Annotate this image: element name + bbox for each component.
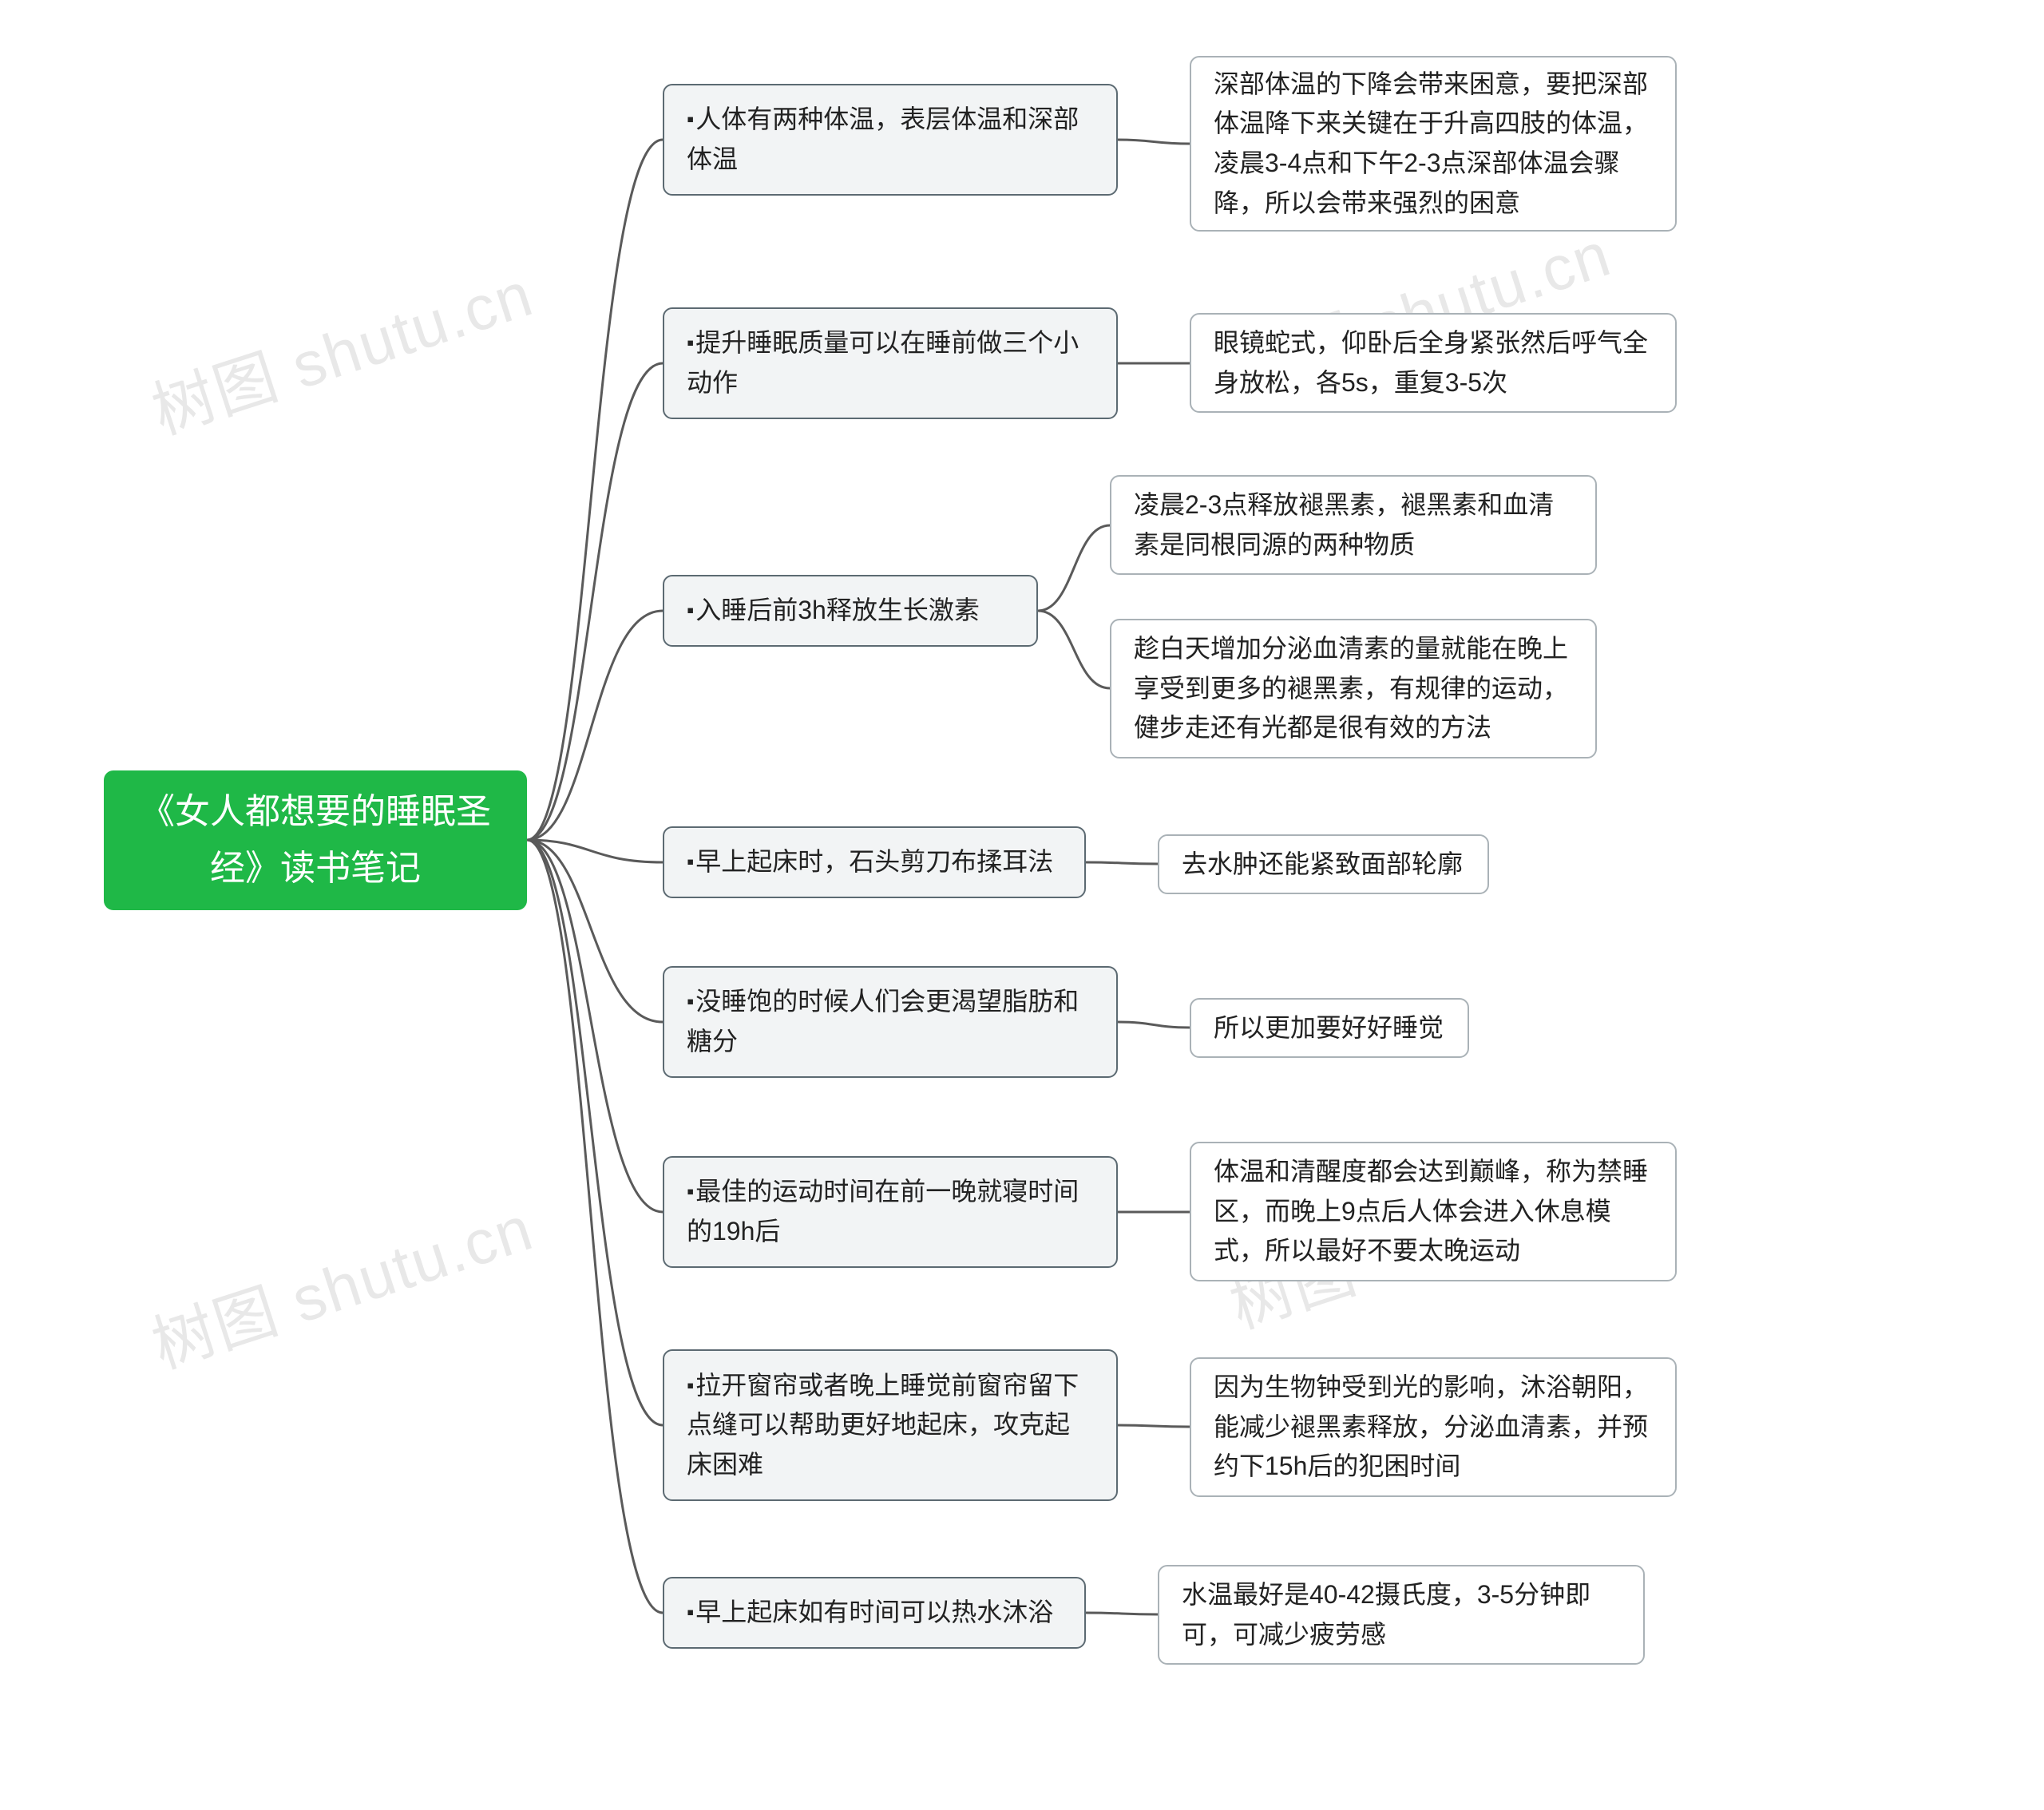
leaf-label: 水温最好是40-42摄氏度，3-5分钟即可，可减少疲劳感 [1182,1575,1621,1654]
root-node[interactable]: 《女人都想要的睡眠圣经》读书笔记 [104,770,527,910]
leaf-label: 眼镜蛇式，仰卧后全身紧张然后呼气全身放松，各5s，重复3-5次 [1214,323,1653,402]
branch-body-temperature[interactable]: ▪人体有两种体温，表层体温和深部体温 [663,84,1118,196]
branch-sleep-quality[interactable]: ▪提升睡眠质量可以在睡前做三个小动作 [663,307,1118,419]
branch-exercise-timing[interactable]: ▪最佳的运动时间在前一晚就寝时间的19h后 [663,1156,1118,1268]
watermark: 树图 shutu.cn [140,1178,543,1385]
leaf-label: 深部体温的下降会带来困意，要把深部体温降下来关键在于升高四肢的体温，凌晨3-4点… [1214,65,1653,223]
watermark: 树图 shutu.cn [140,244,543,451]
leaf-morning-light[interactable]: 因为生物钟受到光的影响，沐浴朝阳，能减少褪黑素释放，分泌血清素，并预约下15h后… [1190,1357,1677,1497]
leaf-forbidden-zone[interactable]: 体温和清醒度都会达到巅峰，称为禁睡区，而晚上9点后人体会进入休息模式，所以最好不… [1190,1142,1677,1281]
leaf-label: 去水肿还能紧致面部轮廓 [1182,845,1463,885]
leaf-label: 因为生物钟受到光的影响，沐浴朝阳，能减少褪黑素释放，分泌血清素，并预约下15h后… [1214,1368,1653,1487]
branch-label: ▪最佳的运动时间在前一晚就寝时间的19h后 [687,1172,1094,1251]
leaf-serotonin-daytime[interactable]: 趁白天增加分泌血清素的量就能在晚上享受到更多的褪黑素，有规律的运动，健步走还有光… [1110,619,1597,758]
leaf-face-contour[interactable]: 去水肿还能紧致面部轮廓 [1158,834,1489,894]
branch-label: ▪早上起床如有时间可以热水沐浴 [687,1593,1053,1633]
branch-label: ▪早上起床时，石头剪刀布揉耳法 [687,842,1053,882]
branch-ear-massage[interactable]: ▪早上起床时，石头剪刀布揉耳法 [663,826,1086,898]
branch-curtain-light[interactable]: ▪拉开窗帘或者晚上睡觉前窗帘留下点缝可以帮助更好地起床，攻克起床困难 [663,1349,1118,1501]
branch-growth-hormone[interactable]: ▪入睡后前3h释放生长激素 [663,575,1038,647]
leaf-cobra-pose[interactable]: 眼镜蛇式，仰卧后全身紧张然后呼气全身放松，各5s，重复3-5次 [1190,313,1677,413]
leaf-label: 凌晨2-3点释放褪黑素，褪黑素和血清素是同根同源的两种物质 [1134,485,1573,564]
leaf-body-temp-detail[interactable]: 深部体温的下降会带来困意，要把深部体温降下来关键在于升高四肢的体温，凌晨3-4点… [1190,56,1677,232]
leaf-melatonin[interactable]: 凌晨2-3点释放褪黑素，褪黑素和血清素是同根同源的两种物质 [1110,475,1597,575]
leaf-label: 体温和清醒度都会达到巅峰，称为禁睡区，而晚上9点后人体会进入休息模式，所以最好不… [1214,1152,1653,1271]
branch-label: ▪拉开窗帘或者晚上睡觉前窗帘留下点缝可以帮助更好地起床，攻克起床困难 [687,1366,1094,1485]
leaf-label: 所以更加要好好睡觉 [1214,1008,1444,1048]
leaf-label: 趁白天增加分泌血清素的量就能在晚上享受到更多的褪黑素，有规律的运动，健步走还有光… [1134,629,1573,748]
leaf-sleep-well[interactable]: 所以更加要好好睡觉 [1190,998,1469,1058]
root-label: 《女人都想要的睡眠圣经》读书笔记 [120,784,511,897]
mindmap-container: 树图 shutu.cn 树图 shutu.cn 树图 shutu.cn 树图 s… [0,0,2044,1810]
branch-hot-bath[interactable]: ▪早上起床如有时间可以热水沐浴 [663,1577,1086,1649]
branch-label: ▪入睡后前3h释放生长激素 [687,591,980,631]
branch-crave-fat-sugar[interactable]: ▪没睡饱的时候人们会更渴望脂肪和糖分 [663,966,1118,1078]
leaf-bath-temp[interactable]: 水温最好是40-42摄氏度，3-5分钟即可，可减少疲劳感 [1158,1565,1645,1665]
branch-label: ▪人体有两种体温，表层体温和深部体温 [687,100,1094,179]
branch-label: ▪提升睡眠质量可以在睡前做三个小动作 [687,323,1094,402]
branch-label: ▪没睡饱的时候人们会更渴望脂肪和糖分 [687,982,1094,1061]
